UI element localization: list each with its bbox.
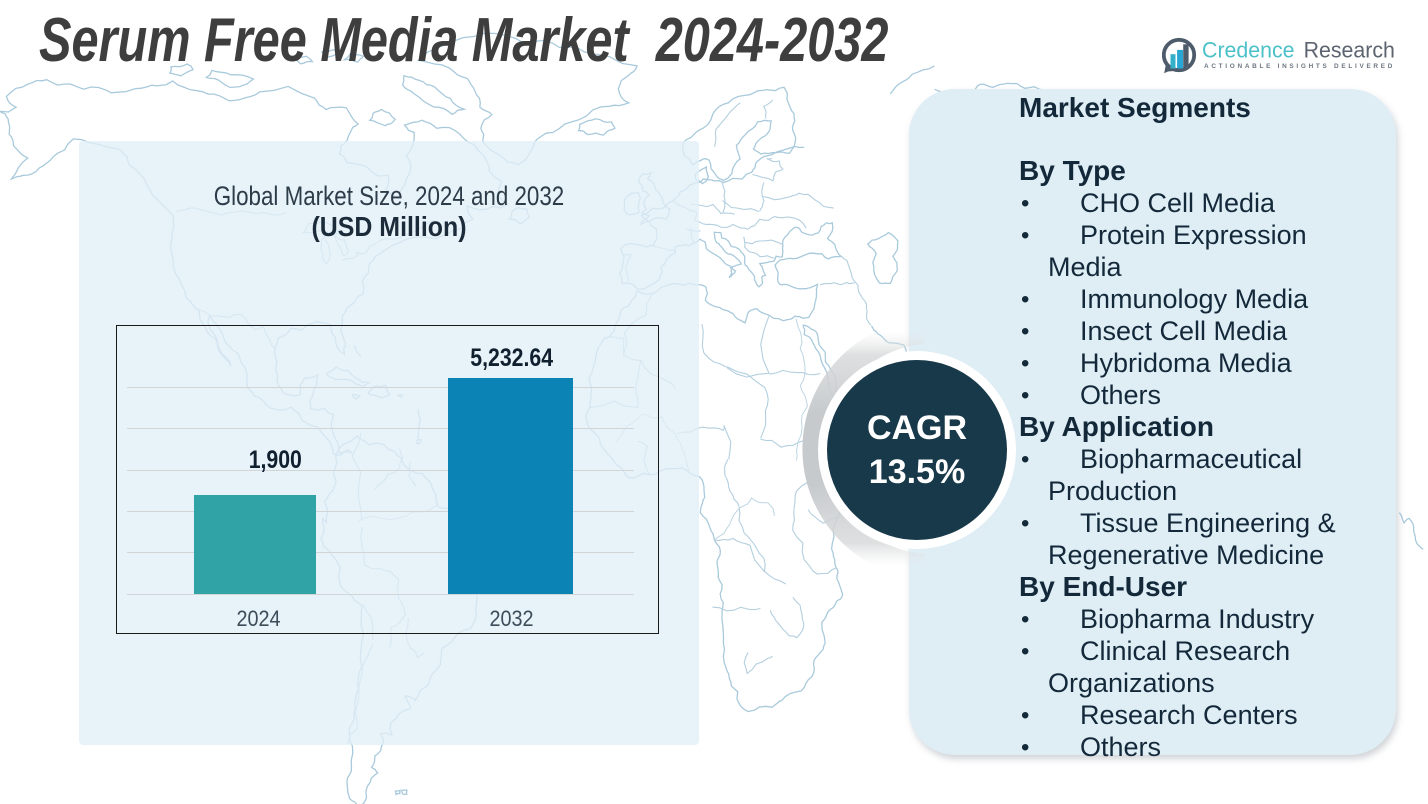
svg-text:ACTIONABLE INSIGHTS DELIVERED: ACTIONABLE INSIGHTS DELIVERED xyxy=(1204,63,1395,70)
svg-text:Research: Research xyxy=(1304,37,1395,62)
svg-text:Credence: Credence xyxy=(1202,37,1294,62)
